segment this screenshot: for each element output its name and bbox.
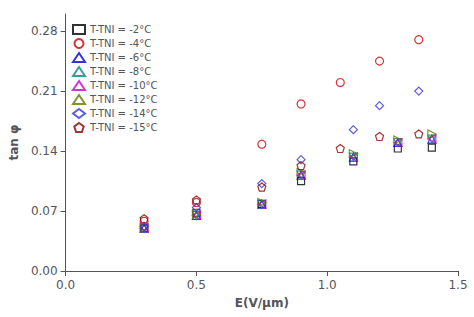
svg-text:T-TNI = -8°C: T-TNI = -8°C xyxy=(89,66,151,77)
svg-text:0.21: 0.21 xyxy=(31,84,58,98)
svg-text:T-TNI = -12°C: T-TNI = -12°C xyxy=(89,94,157,105)
svg-text:0.28: 0.28 xyxy=(31,24,58,38)
svg-text:T-TNI = -14°C: T-TNI = -14°C xyxy=(89,108,157,119)
svg-text:0.5: 0.5 xyxy=(187,278,206,292)
svg-text:1.5: 1.5 xyxy=(448,278,467,292)
svg-text:0.00: 0.00 xyxy=(31,264,58,278)
svg-text:T-TNI = -4°C: T-TNI = -4°C xyxy=(89,38,151,49)
svg-text:T-TNI = -15°C: T-TNI = -15°C xyxy=(89,122,157,133)
svg-text:tan φ: tan φ xyxy=(7,125,21,161)
svg-text:T-TNI = -10°C: T-TNI = -10°C xyxy=(89,80,157,91)
svg-text:T-TNI = -6°C: T-TNI = -6°C xyxy=(89,52,151,63)
svg-text:E(V/μm): E(V/μm) xyxy=(235,296,289,310)
svg-text:T-TNI = -2°C: T-TNI = -2°C xyxy=(89,24,151,35)
svg-text:0.0: 0.0 xyxy=(56,278,75,292)
svg-text:0.07: 0.07 xyxy=(31,204,58,218)
svg-text:1.0: 1.0 xyxy=(318,278,337,292)
svg-text:0.14: 0.14 xyxy=(31,144,58,158)
